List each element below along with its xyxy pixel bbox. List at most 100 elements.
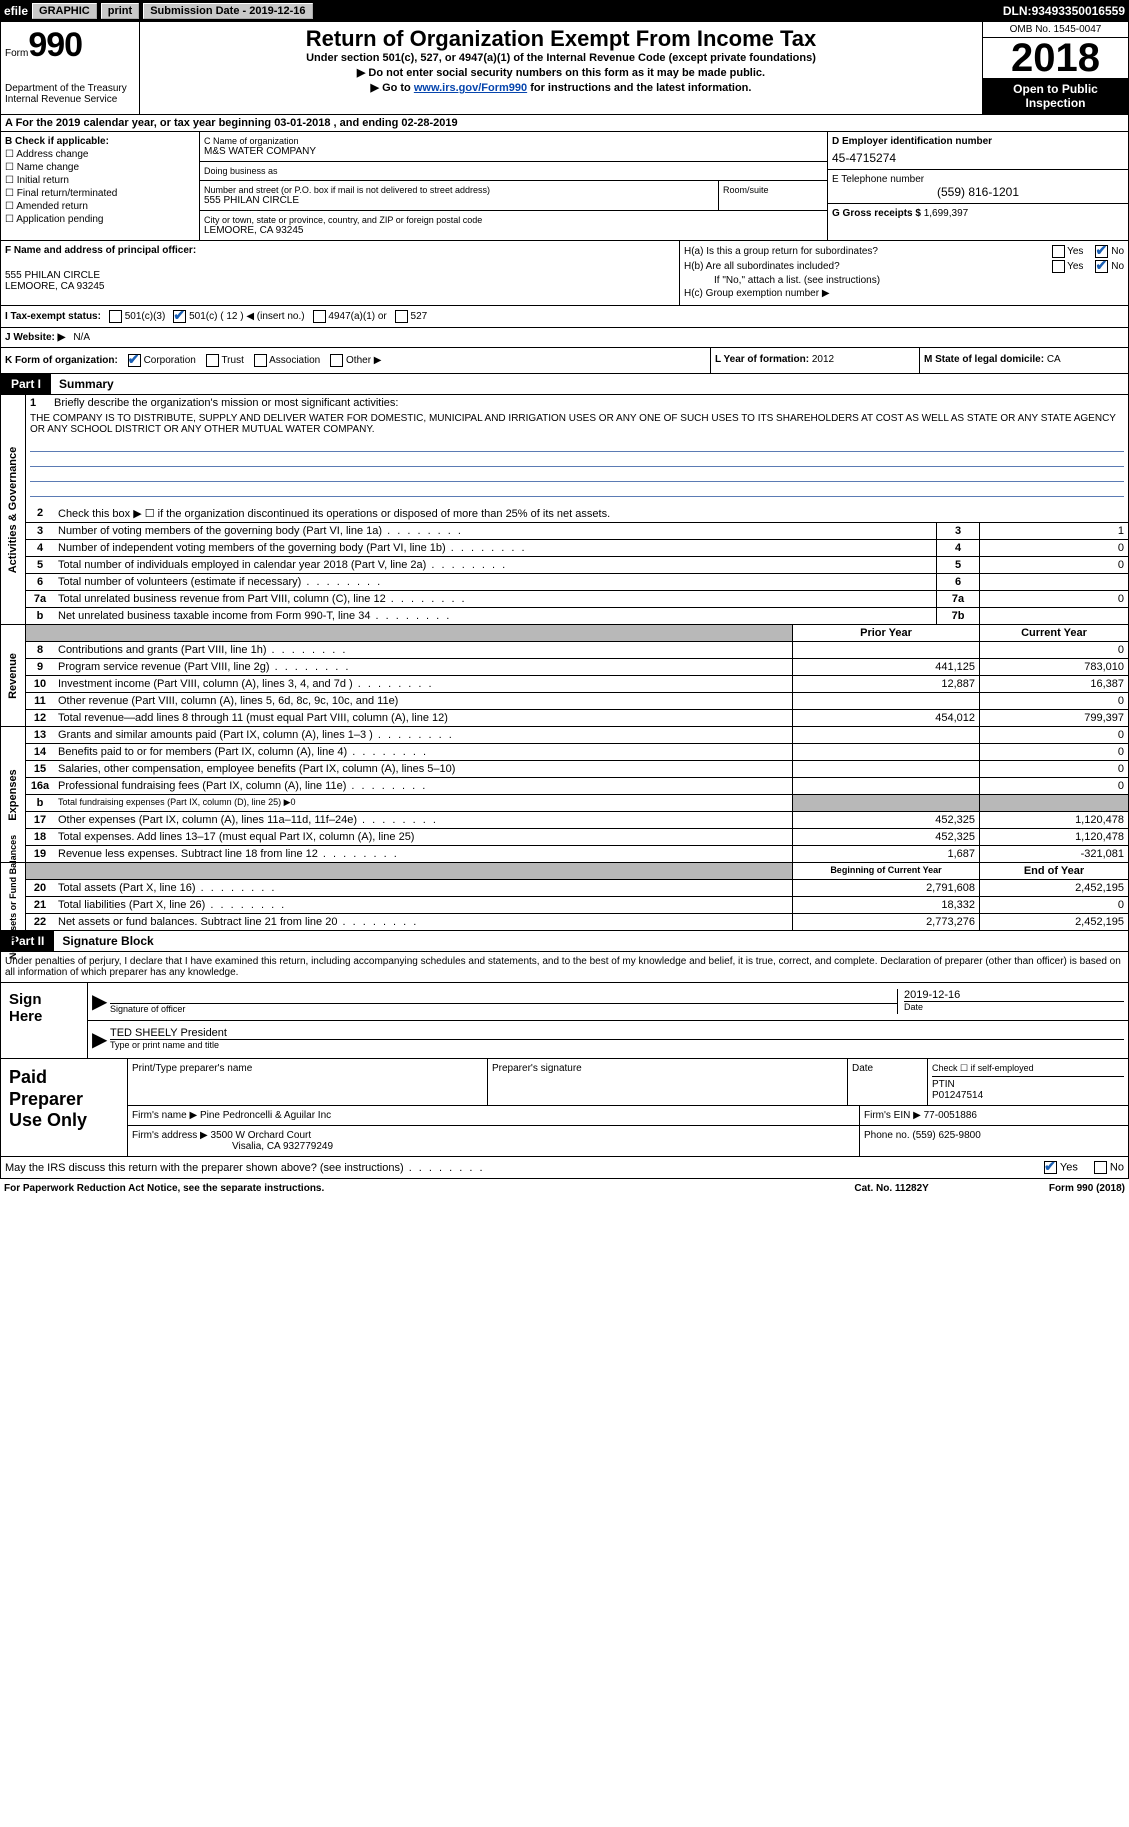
b-title: B Check if applicable: [5, 136, 195, 147]
line16a: Professional fundraising fees (Part IX, … [54, 778, 792, 794]
line16a-curr: 0 [979, 778, 1128, 794]
opt-501c[interactable]: 501(c) ( 12 ) ◀ (insert no.) [173, 310, 304, 323]
firm-addr1: 3500 W Orchard Court [211, 1130, 312, 1141]
paid-preparer-block: Paid Preparer Use Only Print/Type prepar… [0, 1059, 1129, 1157]
discuss-no[interactable]: No [1094, 1161, 1124, 1174]
line16b: Total fundraising expenses (Part IX, col… [54, 795, 792, 811]
line1-label: Briefly describe the organization's miss… [54, 397, 1124, 409]
phone-value: (559) 816-1201 [832, 185, 1124, 199]
check-final-return[interactable]: ☐ Final return/terminated [5, 188, 195, 199]
officer-name-label: Type or print name and title [110, 1039, 1124, 1050]
header-left: Form990 Department of the Treasury Inter… [1, 22, 140, 114]
line17: Other expenses (Part IX, column (A), lin… [54, 812, 792, 828]
footer-left: For Paperwork Reduction Act Notice, see … [4, 1183, 854, 1194]
state-domicile: M State of legal domicile: CA [920, 348, 1128, 373]
opt-assoc[interactable]: Association [254, 354, 320, 367]
opt-4947[interactable]: 4947(a)(1) or [313, 310, 387, 323]
line5-val: 0 [979, 557, 1128, 573]
check-amended[interactable]: ☐ Amended return [5, 201, 195, 212]
ein-label: D Employer identification number [832, 136, 1124, 147]
prior-year-hdr: Prior Year [792, 625, 979, 641]
gross-receipts-box: G Gross receipts $ 1,699,397 [828, 204, 1128, 223]
f-label: F Name and address of principal officer: [5, 245, 675, 256]
opt-trust[interactable]: Trust [206, 354, 244, 367]
check-application-pending[interactable]: ☐ Application pending [5, 214, 195, 225]
vtab-revenue: Revenue [1, 625, 26, 726]
line13-curr: 0 [979, 727, 1128, 743]
dba-label: Doing business as [204, 166, 823, 176]
hb-yes[interactable]: Yes [1052, 260, 1084, 273]
part2-header: Part II Signature Block [0, 931, 1129, 952]
line14: Benefits paid to or for members (Part IX… [54, 744, 792, 760]
footer: For Paperwork Reduction Act Notice, see … [0, 1179, 1129, 1198]
line4-val: 0 [979, 540, 1128, 556]
expenses-section: Expenses 13Grants and similar amounts pa… [0, 727, 1129, 863]
net-assets-section: Net Assets or Fund Balances Beginning of… [0, 863, 1129, 931]
line8-curr: 0 [979, 642, 1128, 658]
print-button[interactable]: print [101, 3, 139, 19]
line13-prior [792, 727, 979, 743]
line17-prior: 452,325 [792, 812, 979, 828]
firm-ein-lbl: Firm's EIN ▶ [864, 1110, 921, 1121]
line10-prior: 12,887 [792, 676, 979, 692]
sign-here-label: Sign Here [1, 983, 87, 1058]
hb-label: H(b) Are all subordinates included? [684, 261, 1052, 272]
form-number: 990 [28, 26, 82, 64]
k-label: K Form of organization: [5, 355, 118, 366]
revenue-section: Revenue Prior YearCurrent Year 8Contribu… [0, 625, 1129, 727]
line21-begin: 18,332 [792, 897, 979, 913]
line13: Grants and similar amounts paid (Part IX… [54, 727, 792, 743]
line12: Total revenue—add lines 8 through 11 (mu… [54, 710, 792, 726]
part1-title: Summary [51, 374, 122, 394]
line3: Number of voting members of the governin… [54, 523, 936, 539]
open-to-public: Open to Public Inspection [983, 78, 1128, 114]
sign-here-block: Sign Here ▶ Signature of officer 2019-12… [0, 983, 1129, 1059]
mission-underline [30, 452, 1124, 467]
line14-curr: 0 [979, 744, 1128, 760]
firm-name: Pine Pedroncelli & Aguilar Inc [200, 1110, 331, 1121]
opt-corp[interactable]: Corporation [128, 354, 196, 367]
mission-underline [30, 467, 1124, 482]
prep-h2: Preparer's signature [488, 1059, 848, 1106]
opt-527[interactable]: 527 [395, 310, 427, 323]
check-initial-return[interactable]: ☐ Initial return [5, 175, 195, 186]
check-address-change[interactable]: ☐ Address change [5, 149, 195, 160]
line15-prior [792, 761, 979, 777]
subtitle-3: ▶ Go to www.irs.gov/Form990 for instruct… [144, 81, 978, 94]
ptin: P01247514 [932, 1090, 983, 1101]
instructions-link[interactable]: www.irs.gov/Form990 [414, 82, 527, 94]
dln-label: DLN: [1003, 4, 1032, 18]
vtab-governance: Activities & Governance [1, 395, 26, 624]
opt-501c3[interactable]: 501(c)(3) [109, 310, 165, 323]
room-box: Room/suite [719, 181, 827, 210]
graphic-button[interactable]: GRAPHIC [32, 3, 97, 19]
group-return-box: H(a) Is this a group return for subordin… [680, 241, 1128, 305]
line7b: Net unrelated business taxable income fr… [54, 608, 936, 624]
line21: Total liabilities (Part X, line 26) [54, 897, 792, 913]
street-box: Number and street (or P.O. box if mail i… [200, 181, 719, 210]
discuss-yes[interactable]: Yes [1044, 1161, 1078, 1174]
line19-curr: -321,081 [979, 846, 1128, 862]
line8: Contributions and grants (Part VIII, lin… [54, 642, 792, 658]
sig-date: 2019-12-16 [904, 989, 1124, 1001]
j-label: J Website: ▶ [5, 332, 65, 343]
line19: Revenue less expenses. Subtract line 18 … [54, 846, 792, 862]
firm-addr-lbl: Firm's address ▶ [132, 1130, 208, 1141]
submission-date-button[interactable]: Submission Date - 2019-12-16 [143, 3, 312, 19]
hb-note: If "No," attach a list. (see instruction… [684, 275, 1124, 286]
prep-h3: Date [848, 1059, 928, 1106]
line16b-prior [792, 795, 979, 811]
form-header: Form990 Department of the Treasury Inter… [0, 22, 1129, 115]
f-addr1: 555 PHILAN CIRCLE [5, 270, 675, 281]
ha-yes[interactable]: Yes [1052, 245, 1084, 258]
f-addr2: LEMOORE, CA 93245 [5, 281, 675, 292]
line1-num: 1 [30, 397, 54, 409]
hb-no[interactable]: No [1095, 260, 1124, 273]
mission-text: THE COMPANY IS TO DISTRIBUTE, SUPPLY AND… [26, 411, 1128, 437]
check-name-change[interactable]: ☐ Name change [5, 162, 195, 173]
opt-other[interactable]: Other ▶ [330, 354, 381, 367]
gross-receipts-value: 1,699,397 [924, 208, 969, 219]
street-label: Number and street (or P.O. box if mail i… [204, 185, 714, 195]
org-name-box: C Name of organization M&S WATER COMPANY [200, 132, 827, 162]
line21-end: 0 [979, 897, 1128, 913]
